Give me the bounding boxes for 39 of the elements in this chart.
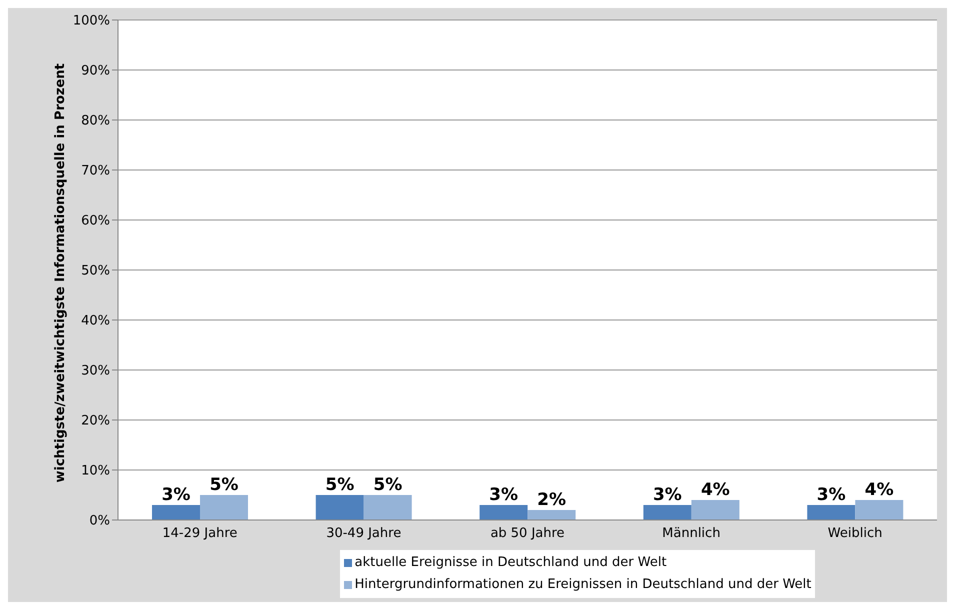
bar (855, 500, 904, 520)
bar (528, 510, 576, 520)
x-tick-label: 14-29 Jahre (162, 526, 238, 542)
data-label: 5% (325, 475, 354, 495)
bar (364, 495, 412, 520)
bar (480, 505, 528, 520)
bar (807, 505, 856, 520)
data-label: 5% (373, 475, 402, 495)
data-label: 4% (864, 480, 894, 500)
bar (643, 505, 692, 520)
data-label: 3% (816, 485, 846, 505)
data-label: 3% (652, 485, 682, 505)
y-tick-label: 90% (81, 64, 110, 79)
x-tick-label: Männlich (662, 526, 720, 542)
bar (200, 495, 248, 520)
y-tick-label: 10% (81, 464, 110, 479)
y-tick-label: 100% (72, 14, 110, 29)
bar (316, 495, 364, 520)
data-label: 3% (489, 485, 518, 505)
legend-label: Hintergrundinformationen zu Ereignissen in Deutschland und der Welt (354, 576, 812, 594)
y-tick-label: 80% (81, 114, 110, 129)
bar (691, 500, 740, 520)
data-label: 3% (162, 485, 190, 505)
legend-label: aktuelle Ereignisse in Deutschland und der Welt (354, 554, 668, 572)
data-label: 4% (700, 480, 730, 500)
y-tick-label: 70% (81, 164, 110, 179)
y-tick-label: 50% (81, 264, 110, 279)
y-tick-label: 20% (81, 414, 110, 429)
y-tick-label: 30% (81, 364, 110, 379)
data-label: 5% (210, 475, 238, 495)
y-tick-label: 60% (81, 214, 110, 229)
data-label: 2% (537, 490, 566, 510)
y-tick-label: 0% (89, 514, 110, 529)
x-tick-label: ab 50 Jahre (490, 526, 565, 542)
x-tick-label: Weiblich (828, 526, 882, 542)
y-axis-title: wichtigste/zweitwichtigste Informationsquelle in Prozent (52, 62, 68, 485)
x-tick-label: 30-49 Jahre (326, 526, 402, 542)
y-tick-label: 40% (81, 314, 110, 329)
bar (152, 505, 200, 520)
